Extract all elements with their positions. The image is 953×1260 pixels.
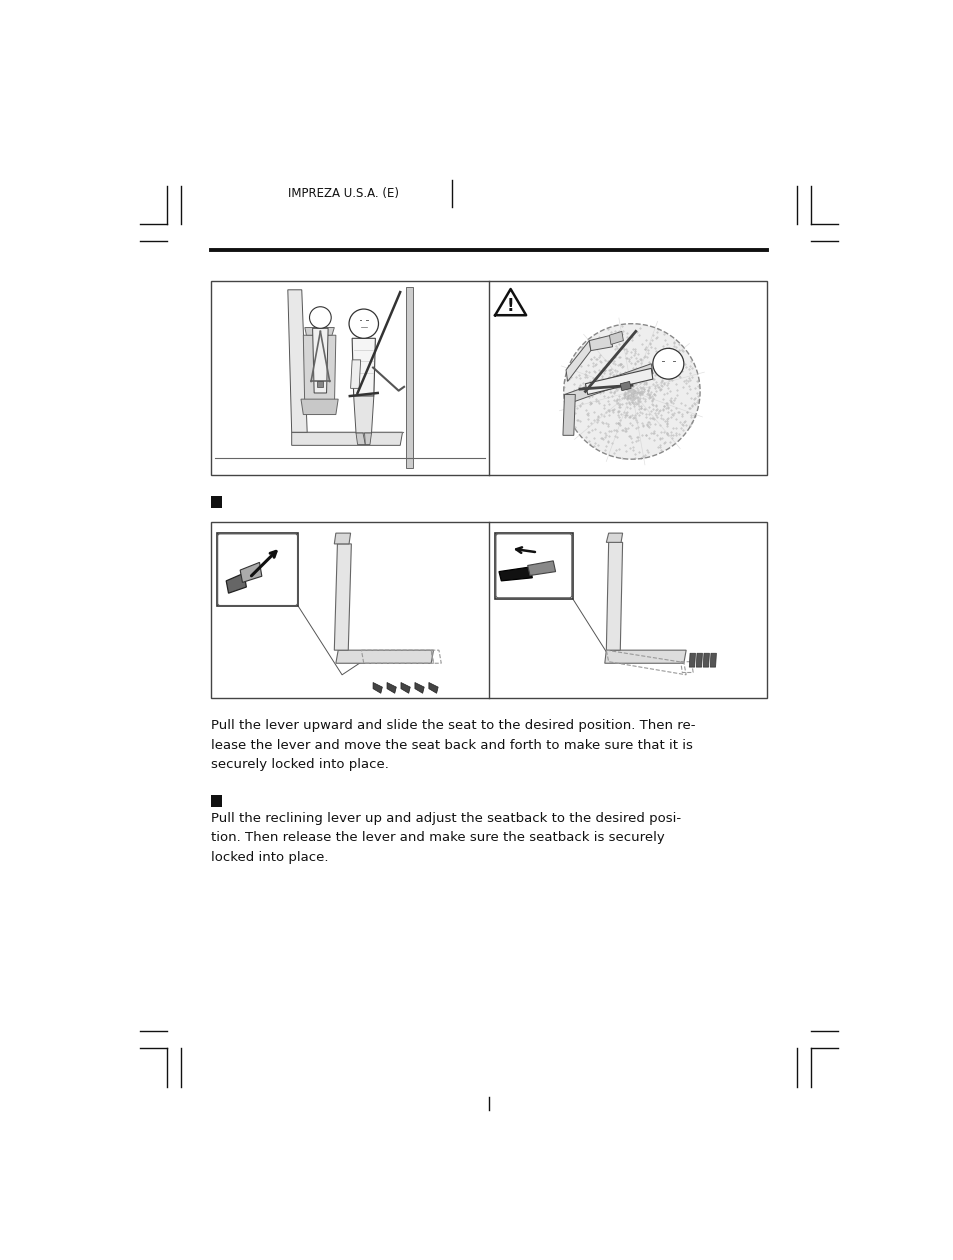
Polygon shape	[405, 287, 413, 469]
FancyBboxPatch shape	[496, 534, 571, 597]
Polygon shape	[702, 653, 709, 667]
Polygon shape	[606, 533, 622, 542]
Polygon shape	[334, 533, 350, 544]
Polygon shape	[240, 562, 261, 582]
Polygon shape	[305, 328, 334, 335]
Polygon shape	[313, 329, 328, 393]
Polygon shape	[373, 683, 382, 693]
Polygon shape	[564, 364, 652, 404]
Polygon shape	[606, 542, 622, 650]
Polygon shape	[609, 331, 622, 344]
Polygon shape	[527, 561, 555, 576]
Text: !: !	[506, 297, 514, 315]
Bar	[216, 533, 298, 606]
Polygon shape	[354, 396, 374, 433]
Polygon shape	[355, 433, 365, 445]
Polygon shape	[619, 382, 631, 391]
Circle shape	[309, 306, 331, 329]
Polygon shape	[589, 335, 612, 350]
Polygon shape	[335, 650, 433, 663]
Bar	[495, 533, 572, 598]
Polygon shape	[364, 433, 371, 445]
Polygon shape	[303, 335, 335, 412]
Polygon shape	[226, 573, 246, 593]
Bar	[211, 281, 766, 475]
Polygon shape	[415, 683, 424, 693]
Polygon shape	[400, 683, 410, 693]
Polygon shape	[292, 432, 402, 445]
Polygon shape	[317, 382, 323, 387]
Polygon shape	[429, 683, 437, 693]
Circle shape	[563, 324, 700, 459]
Polygon shape	[696, 653, 701, 667]
FancyBboxPatch shape	[217, 534, 297, 606]
Polygon shape	[709, 653, 716, 667]
Polygon shape	[334, 544, 351, 650]
Circle shape	[349, 309, 378, 339]
Polygon shape	[301, 399, 337, 415]
Polygon shape	[562, 394, 575, 435]
Polygon shape	[350, 360, 360, 388]
Polygon shape	[585, 368, 652, 394]
Text: IMPREZA U.S.A. (E): IMPREZA U.S.A. (E)	[288, 186, 399, 200]
Polygon shape	[387, 683, 395, 693]
Bar	[211, 795, 221, 808]
Polygon shape	[498, 567, 532, 581]
Polygon shape	[604, 650, 685, 663]
Bar	[211, 496, 221, 509]
Circle shape	[652, 348, 683, 379]
Polygon shape	[288, 290, 307, 432]
Text: Pull the reclining lever up and adjust the seatback to the desired posi-
tion. T: Pull the reclining lever up and adjust t…	[211, 811, 680, 864]
Text: Pull the lever upward and slide the seat to the desired position. Then re-
lease: Pull the lever upward and slide the seat…	[211, 719, 695, 771]
Polygon shape	[688, 653, 695, 667]
Polygon shape	[565, 340, 590, 382]
Polygon shape	[352, 339, 375, 396]
Bar	[211, 523, 766, 698]
